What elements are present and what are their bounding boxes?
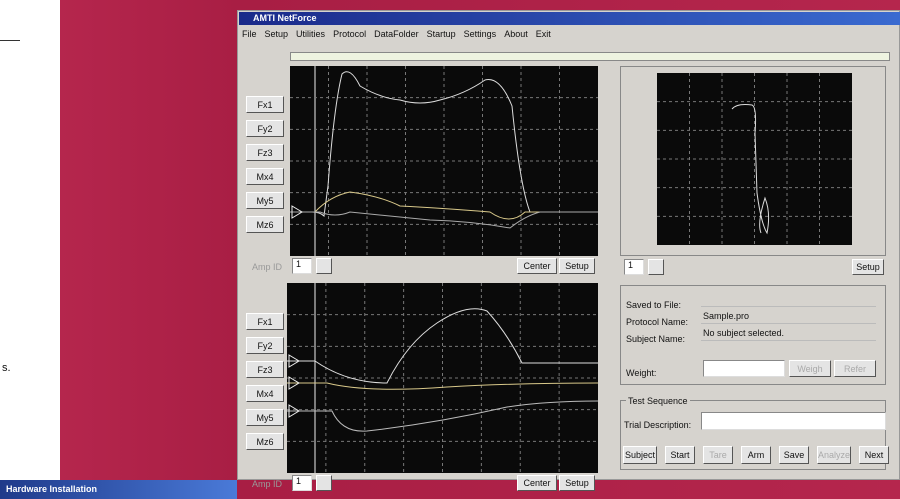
button[interactable]: Tare xyxy=(703,446,733,464)
menu-item[interactable]: Settings xyxy=(463,29,497,39)
weight-input[interactable] xyxy=(703,360,785,377)
button[interactable]: Next xyxy=(859,446,889,464)
button[interactable]: Center xyxy=(517,258,557,274)
menu-item[interactable]: Protocol xyxy=(333,29,367,39)
info-panel xyxy=(620,285,886,385)
spin-button[interactable] xyxy=(316,475,332,491)
channel-button[interactable]: My5 xyxy=(246,192,284,209)
decor xyxy=(0,40,20,41)
channel-button[interactable]: Fy2 xyxy=(246,337,284,354)
menu-item[interactable]: Utilities xyxy=(296,29,326,39)
menu-item[interactable]: About xyxy=(504,29,528,39)
waveform xyxy=(290,191,598,220)
background-text: s. xyxy=(2,362,11,374)
channel-button[interactable]: Mz6 xyxy=(246,433,284,450)
channel-button[interactable]: My5 xyxy=(246,409,284,426)
force-plot xyxy=(290,66,598,256)
button[interactable]: Arm xyxy=(741,446,771,464)
button[interactable]: Setup xyxy=(852,259,884,275)
button[interactable]: Subject xyxy=(623,446,657,464)
field-label: Trial Description: xyxy=(624,420,692,430)
title-bar: AMTI NetForce xyxy=(239,12,900,25)
field-label: Weight: xyxy=(626,368,657,378)
waveform xyxy=(290,211,598,229)
button[interactable]: Setup xyxy=(559,258,595,274)
amp-label: Amp ID xyxy=(252,479,283,489)
button[interactable]: Refer xyxy=(834,360,876,377)
menu-item[interactable]: DataFolder xyxy=(374,29,419,39)
spin-button[interactable] xyxy=(648,259,664,275)
field-value: No subject selected. xyxy=(701,327,876,341)
menu-item[interactable]: File xyxy=(242,29,257,39)
window-title: AMTI NetForce xyxy=(253,13,317,23)
waveform xyxy=(287,308,598,384)
cop-trace xyxy=(731,104,770,235)
button[interactable]: Center xyxy=(517,475,557,491)
channel-button[interactable]: Fz3 xyxy=(246,361,284,378)
menu-bar: File Setup Utilities Protocol DataFolder Star… xyxy=(242,29,551,41)
channel-button[interactable]: Mx4 xyxy=(246,168,284,185)
button[interactable]: Analyze xyxy=(817,446,851,464)
field-label: Protocol Name: xyxy=(626,317,689,327)
cop-plot xyxy=(657,73,852,245)
marker xyxy=(288,354,300,418)
button[interactable]: Setup xyxy=(559,475,595,491)
cop-panel xyxy=(620,66,886,256)
waveform xyxy=(290,71,598,218)
trial-input[interactable] xyxy=(701,412,886,430)
taskbar-title: Hardware Installation xyxy=(6,484,98,494)
spin-button[interactable] xyxy=(316,258,332,274)
menu-item[interactable]: Exit xyxy=(535,29,551,39)
field-value: Sample.pro xyxy=(701,310,876,324)
marker xyxy=(291,205,303,219)
channel-button[interactable]: Fx1 xyxy=(246,313,284,330)
field-label: Saved to File: xyxy=(626,300,682,310)
button[interactable]: Save xyxy=(779,446,809,464)
menu-item[interactable]: Setup xyxy=(264,29,289,39)
waveform xyxy=(287,382,598,390)
amp-value: 1 xyxy=(292,475,312,491)
waveform xyxy=(287,400,598,432)
test-sequence-panel xyxy=(620,400,886,470)
channel-button[interactable]: Mz6 xyxy=(246,216,284,233)
button[interactable]: Start xyxy=(665,446,695,464)
moment-plot xyxy=(287,283,598,473)
amp-value: 1 xyxy=(292,258,312,274)
field-value xyxy=(701,293,876,307)
button[interactable]: Weigh xyxy=(789,360,831,377)
field-label: Subject Name: xyxy=(626,334,686,344)
channel-button[interactable]: Mx4 xyxy=(246,385,284,402)
channel-button[interactable]: Fx1 xyxy=(246,96,284,113)
channel-button[interactable]: Fz3 xyxy=(246,144,284,161)
progress-bar xyxy=(290,52,890,61)
amp-value: 1 xyxy=(624,259,644,275)
group-title: Test Sequence xyxy=(626,396,690,406)
channel-button[interactable]: Fy2 xyxy=(246,120,284,137)
menu-item[interactable]: Startup xyxy=(426,29,456,39)
amp-label: Amp ID xyxy=(252,262,283,272)
taskbar: Hardware Installation xyxy=(0,480,237,499)
